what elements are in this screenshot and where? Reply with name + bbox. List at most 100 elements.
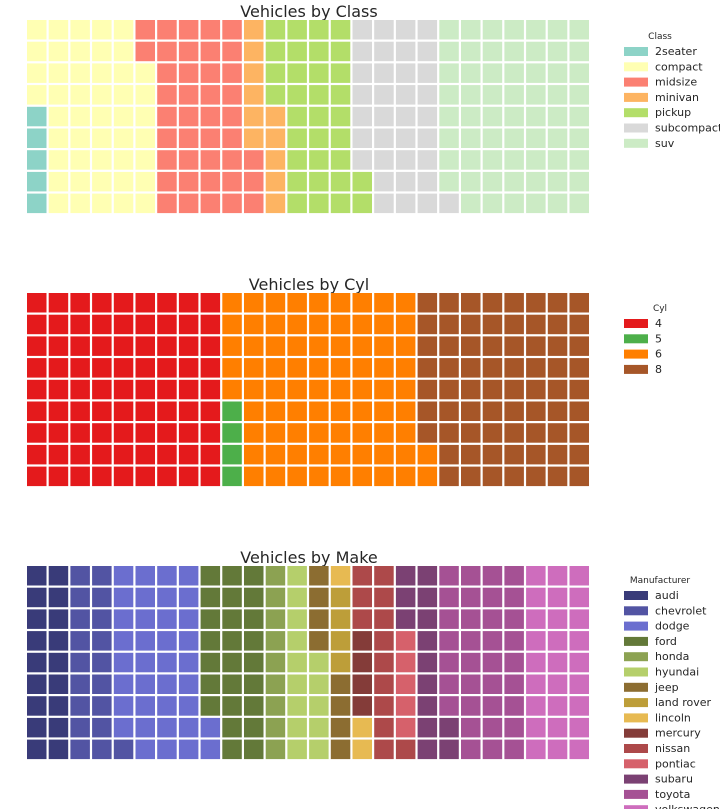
waffle-cell-ford — [200, 587, 221, 608]
legend-label: dodge — [655, 620, 690, 633]
waffle-cell-volkswagen — [547, 674, 568, 694]
waffle-cell-ford — [222, 566, 242, 586]
waffle-cell-subaru — [417, 566, 438, 586]
waffle-cell-subcompact — [395, 63, 416, 83]
waffle-cell-volkswagen — [547, 739, 568, 760]
waffle-cell-8 — [461, 379, 481, 400]
waffle-cell-hyundai — [287, 674, 307, 694]
waffle-cell-compact — [48, 20, 69, 40]
waffle-cell-compact — [92, 128, 112, 148]
legend-label: pickup — [655, 106, 691, 119]
waffle-cell-toyota — [461, 696, 481, 716]
waffle-cell-suv — [504, 106, 524, 127]
waffle-cell-suv — [504, 150, 524, 170]
waffle-cell-suv — [569, 63, 589, 83]
waffle-cell-volkswagen — [547, 609, 568, 629]
waffle-cell-pickup — [309, 150, 329, 170]
waffle-cell-chevrolet — [92, 631, 112, 651]
waffle-cell-4 — [178, 401, 199, 421]
waffle-cell-pickup — [352, 171, 372, 192]
waffle-cell-midsize — [200, 63, 221, 83]
waffle-cell-6 — [244, 358, 264, 378]
waffle-cell-4 — [113, 379, 134, 400]
legend-title: Cyl — [653, 304, 667, 314]
waffle-cell-8 — [569, 466, 589, 487]
waffle-cell-6 — [352, 466, 372, 487]
waffle-cell-nissan — [374, 609, 394, 629]
waffle-cell-8 — [526, 401, 546, 421]
waffle-cell-mercury — [352, 696, 372, 716]
waffle-cell-midsize — [135, 41, 155, 62]
waffle-cell-suv — [569, 85, 589, 105]
waffle-cell-8 — [569, 336, 589, 356]
legend-label: jeep — [654, 681, 679, 694]
waffle-cell-volkswagen — [569, 631, 589, 651]
legend-swatch — [624, 591, 648, 600]
waffle-cell-suv — [504, 85, 524, 105]
waffle-cell-jeep — [309, 631, 329, 651]
waffle-cell-suv — [482, 85, 503, 105]
waffle-cell-2seater — [27, 128, 47, 148]
waffle-cell-4 — [48, 379, 69, 400]
waffle-cell-8 — [569, 444, 589, 465]
waffle-cell-suv — [461, 63, 481, 83]
waffle-cell-4 — [200, 423, 221, 443]
waffle-cell-chevrolet — [92, 739, 112, 760]
waffle-cell-6 — [287, 401, 307, 421]
waffle-cell-6 — [374, 423, 394, 443]
waffle-cell-subcompact — [352, 85, 372, 105]
waffle-cell-suv — [526, 106, 546, 127]
waffle-cell-4 — [178, 336, 199, 356]
waffle-cell-4 — [113, 314, 134, 335]
waffle-cell-chevrolet — [70, 587, 90, 608]
waffle-cell-volkswagen — [547, 587, 568, 608]
waffle-cell-8 — [439, 444, 459, 465]
waffle-cell-subcompact — [352, 20, 372, 40]
waffle-cell-compact — [92, 41, 112, 62]
waffle-cell-volkswagen — [547, 717, 568, 738]
waffle-cell-suv — [526, 128, 546, 148]
waffle-cell-4 — [157, 293, 177, 313]
waffle-cell-4 — [70, 314, 90, 335]
waffle-cell-audi — [48, 566, 69, 586]
waffle-cell-4 — [27, 314, 47, 335]
waffle-cell-subaru — [417, 717, 438, 738]
waffle-cell-toyota — [461, 587, 481, 608]
waffle-cell-dodge — [157, 566, 177, 586]
waffle-cell-6 — [352, 444, 372, 465]
waffle-cell-volkswagen — [526, 696, 546, 716]
waffle-cell-midsize — [200, 171, 221, 192]
waffle-cell-ford — [200, 696, 221, 716]
waffle-cell-8 — [569, 423, 589, 443]
waffle-cell-dodge — [113, 566, 134, 586]
waffle-cell-8 — [504, 379, 524, 400]
waffle-cell-hyundai — [309, 739, 329, 760]
waffle-cell-jeep — [309, 587, 329, 608]
waffle-cell-honda — [265, 674, 286, 694]
waffle-cell-jeep — [309, 609, 329, 629]
waffle-cell-8 — [461, 466, 481, 487]
waffle-cell-audi — [27, 652, 47, 673]
waffle-cell-6 — [244, 444, 264, 465]
legend-swatch — [624, 636, 648, 646]
waffle-cell-8 — [417, 423, 438, 443]
waffle-cell-pickup — [287, 41, 307, 62]
waffle-cell-suv — [504, 20, 524, 40]
waffle-cell-ford — [244, 566, 264, 586]
waffle-cell-8 — [504, 444, 524, 465]
waffle-cell-compact — [135, 63, 155, 83]
waffle-cell-compact — [92, 193, 112, 214]
waffle-cell-4 — [178, 314, 199, 335]
waffle-cell-4 — [48, 293, 69, 313]
waffle-cell-midsize — [178, 171, 199, 192]
waffle-cell-ford — [244, 674, 264, 694]
waffle-cell-suv — [504, 63, 524, 83]
waffle-cell-audi — [48, 652, 69, 673]
waffle-cell-compact — [27, 20, 47, 40]
waffle-cell-dodge — [178, 696, 199, 716]
waffle-cell-8 — [461, 423, 481, 443]
waffle-cell-dodge — [135, 652, 155, 673]
waffle-cell-suv — [547, 20, 568, 40]
waffle-cell-midsize — [200, 106, 221, 127]
waffle-cell-subcompact — [374, 193, 394, 214]
